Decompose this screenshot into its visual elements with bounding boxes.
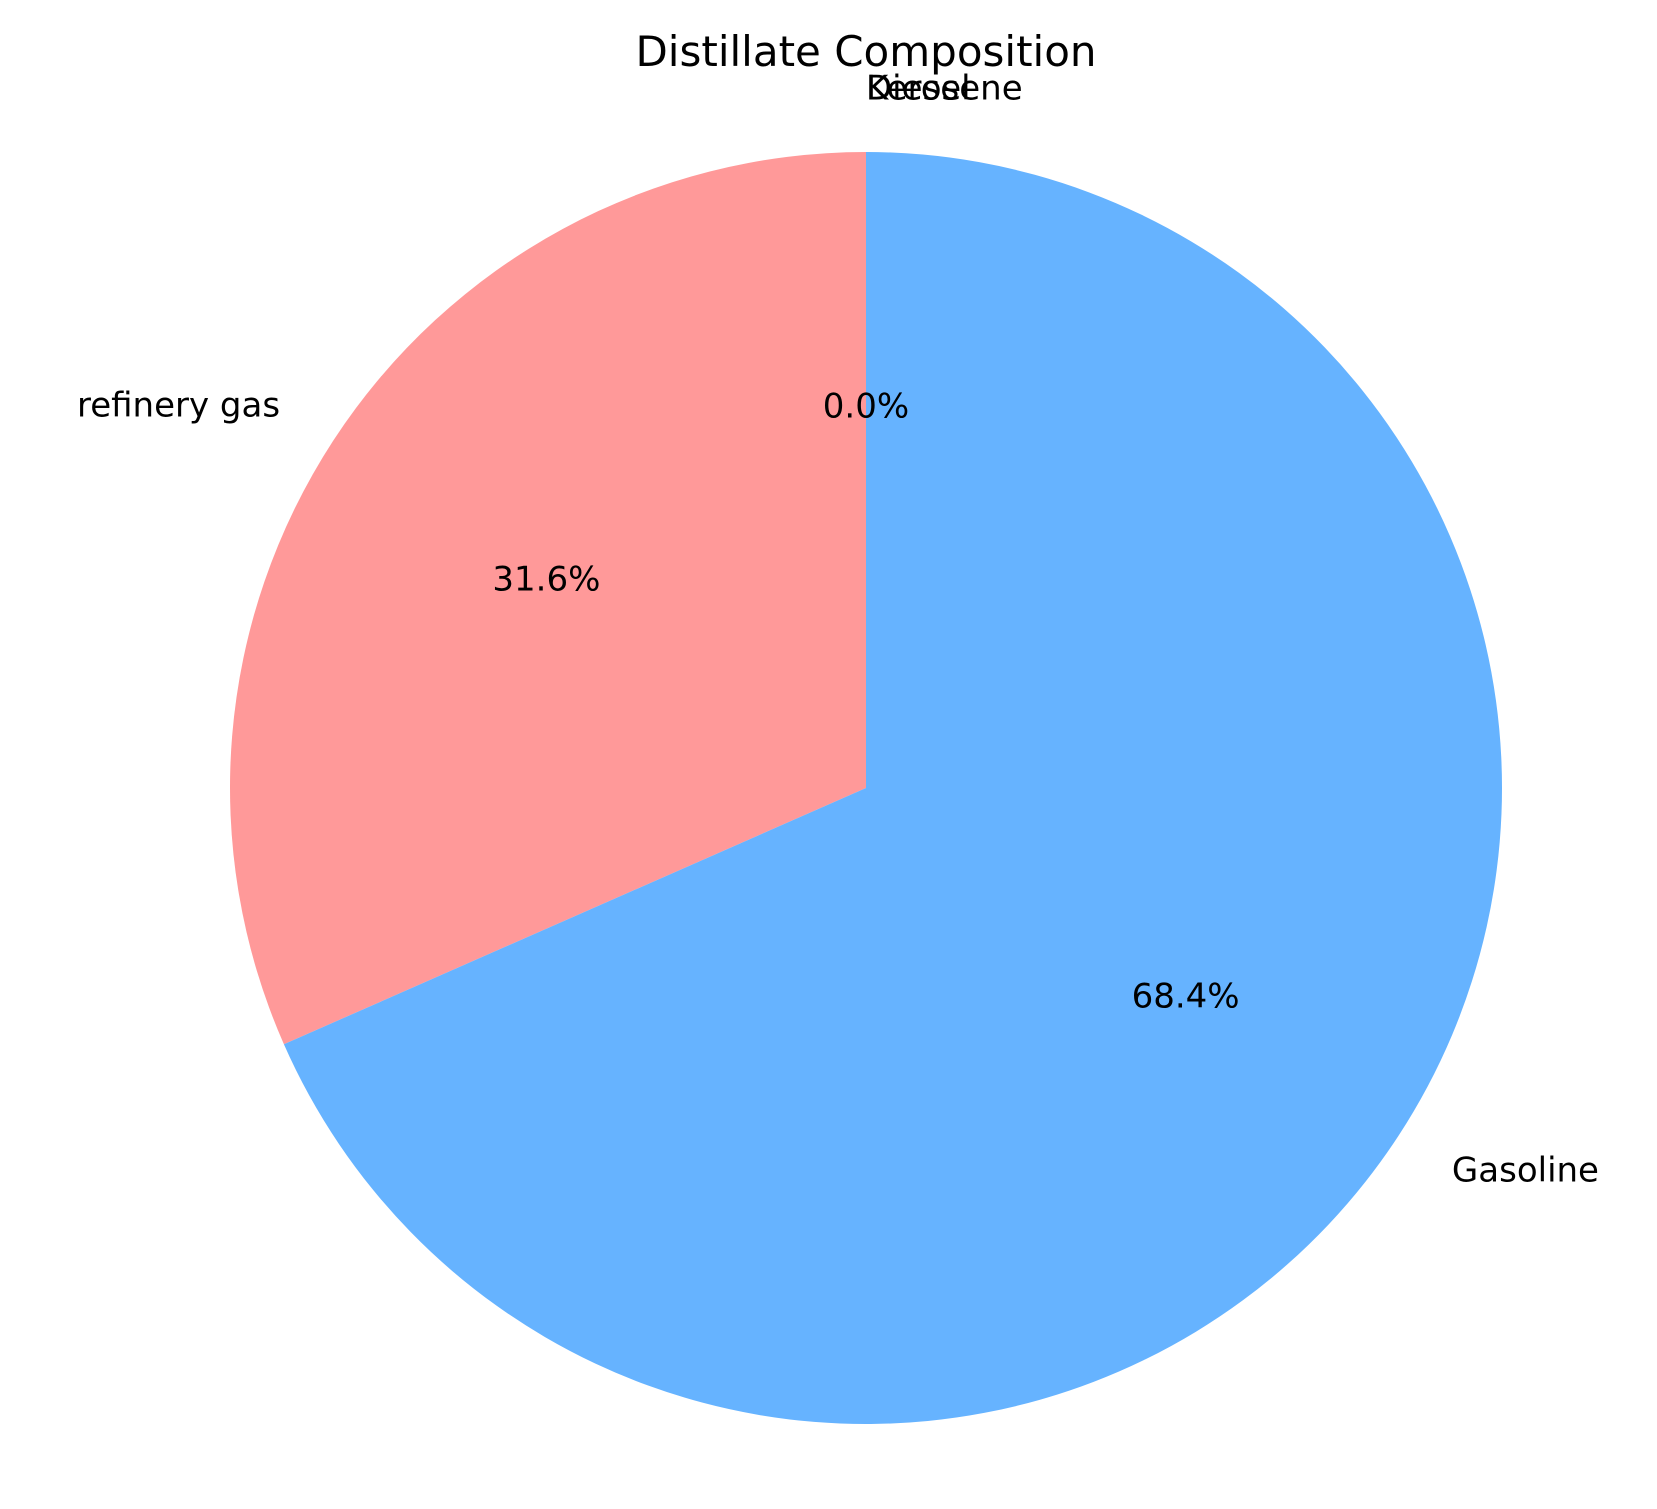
- label-refinery-gas: refinery gas: [77, 386, 280, 426]
- slice-gasoline: [283, 152, 1502, 1424]
- chart-title: Distillate Composition: [635, 27, 1096, 76]
- label-gasoline: Gasoline: [1452, 1150, 1599, 1190]
- pct-refinery-gas: 31.6%: [492, 559, 600, 599]
- pct-gasoline: 68.4%: [1132, 977, 1240, 1017]
- label-diesel: Diesel: [866, 68, 971, 108]
- pie-slices: [229, 152, 1502, 1424]
- pct-kerosene: 0.0%: [823, 386, 909, 426]
- slice-refinery-gas: [229, 152, 866, 1045]
- label-kerosene: Kerosene: [866, 68, 1023, 108]
